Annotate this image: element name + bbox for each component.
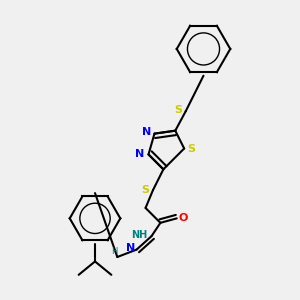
Text: H: H <box>111 247 118 256</box>
Text: S: S <box>174 105 182 115</box>
Text: O: O <box>178 213 188 224</box>
Text: NH: NH <box>131 230 148 240</box>
Text: S: S <box>188 143 196 154</box>
Text: N: N <box>126 243 135 253</box>
Text: N: N <box>135 149 144 160</box>
Text: S: S <box>142 185 149 195</box>
Text: N: N <box>142 127 152 137</box>
